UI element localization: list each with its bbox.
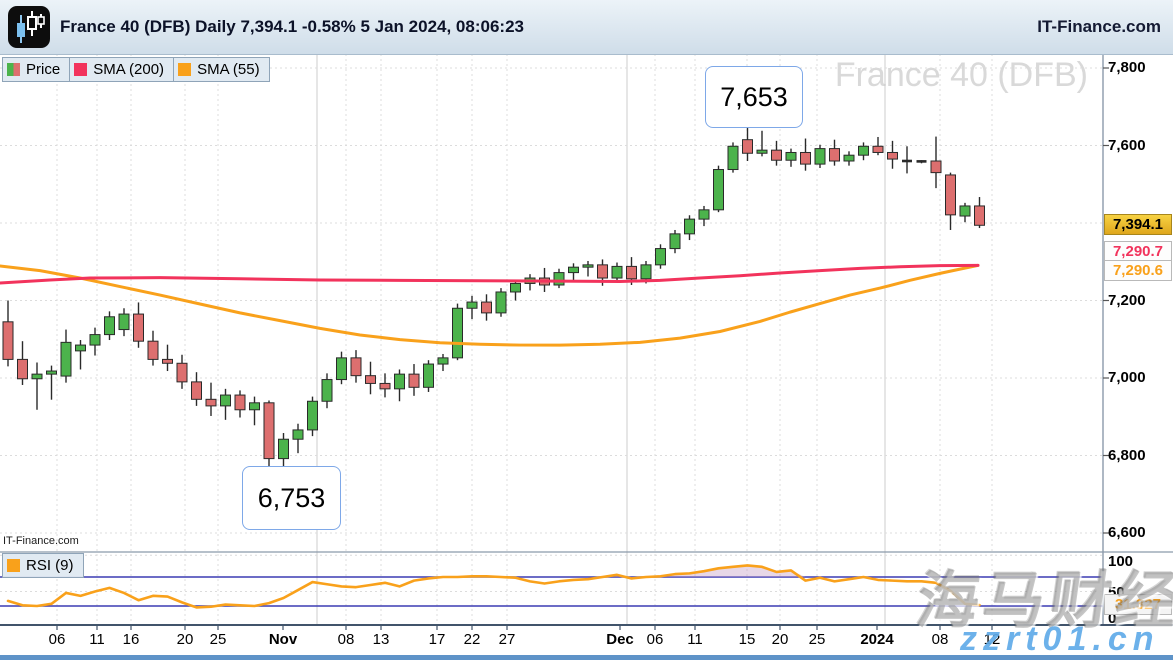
sma55-swatch-icon [178, 63, 192, 76]
legend-price-label: Price [26, 61, 61, 78]
sma55-value-badge: 7,290.6 [1104, 260, 1172, 281]
time-axis-label: 06 [646, 631, 664, 648]
time-axis-label: 06 [48, 631, 66, 648]
time-axis-label: 25 [808, 631, 826, 648]
time-axis-label: 08 [337, 631, 355, 648]
sma200-value-badge: 7,290.7 [1104, 241, 1172, 262]
header: France 40 (DFB) Daily 7,394.1 -0.58% 5 J… [0, 0, 1173, 55]
site-credit: IT-Finance.com [3, 535, 79, 547]
chart-title: France 40 (DFB) Daily 7,394.1 -0.58% 5 J… [60, 17, 524, 36]
time-axis-label: 12 [983, 631, 1001, 648]
rsi-swatch-icon [7, 559, 20, 572]
time-axis-label: 22 [463, 631, 481, 648]
annotation-high[interactable]: 7,653 [705, 66, 803, 128]
annotation-low[interactable]: 6,753 [242, 466, 341, 530]
rsi-legend: RSI (9) [2, 553, 84, 578]
price-axis-label: 7,800 [1108, 59, 1146, 76]
price-axis-label: 7,000 [1108, 369, 1146, 386]
time-axis-label: 2024 [860, 631, 894, 648]
legend-sma200-label: SMA (200) [93, 61, 165, 78]
time-axis-label: 11 [89, 631, 105, 648]
brand-link[interactable]: IT-Finance.com [1037, 17, 1161, 36]
time-axis-label: 20 [176, 631, 194, 648]
sma200-swatch-icon [74, 63, 88, 76]
time-axis-label: 15 [738, 631, 756, 648]
price-axis-label: 6,800 [1108, 446, 1146, 464]
legend-chip-sma55[interactable]: SMA (55) [173, 57, 270, 82]
cn-site-watermark: zzrt01.cn [960, 620, 1160, 658]
time-axis-label: Nov [268, 631, 298, 648]
legend-sma55-label: SMA (55) [197, 61, 260, 78]
last-price-badge: 7,394.1 [1104, 214, 1172, 236]
time-axis-label: 11 [687, 631, 703, 648]
rsi-axis-label: 0 [1108, 610, 1117, 627]
legend-chip-sma200[interactable]: SMA (200) [69, 57, 175, 82]
price-axis-label: 6,600 [1108, 524, 1146, 541]
time-axis-label: Dec [606, 631, 634, 648]
time-axis-label: 25 [209, 631, 227, 648]
legend-rsi-label: RSI (9) [26, 557, 74, 574]
time-axis-label: 17 [428, 631, 446, 648]
candlestick-icon [17, 11, 45, 43]
time-axis-label: 16 [122, 631, 140, 648]
rsi-axis-label: 100 [1108, 553, 1134, 570]
legend-chip-price[interactable]: Price [2, 57, 71, 82]
price-legend: Price SMA (200) SMA (55) [2, 57, 270, 82]
rsi-value-badge: 31.327 [1104, 594, 1172, 615]
price-axis-label: 7,200 [1108, 291, 1146, 309]
annotation-low-value: 6,753 [257, 482, 326, 513]
time-axis-label: 13 [372, 631, 390, 648]
time-axis-label: 20 [771, 631, 789, 648]
time-axis-label: 27 [498, 631, 516, 648]
price-swatch-icon [7, 63, 20, 76]
candlestick-app-icon[interactable] [8, 6, 50, 48]
legend-chip-rsi[interactable]: RSI (9) [2, 553, 84, 578]
annotation-high-value: 7,653 [720, 81, 788, 112]
price-axis-label: 7,600 [1108, 136, 1146, 154]
time-axis-label: 08 [931, 631, 949, 648]
symbol-watermark: France 40 (DFB) [834, 56, 1088, 94]
